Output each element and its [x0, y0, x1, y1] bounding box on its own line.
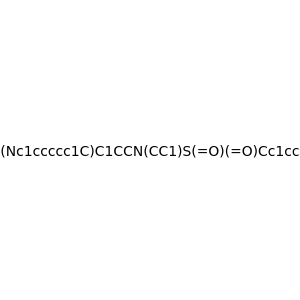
Text: O=C(Nc1ccccc1C)C1CCN(CC1)S(=O)(=O)Cc1ccccc1F: O=C(Nc1ccccc1C)C1CCN(CC1)S(=O)(=O)Cc1ccc… — [0, 145, 300, 158]
